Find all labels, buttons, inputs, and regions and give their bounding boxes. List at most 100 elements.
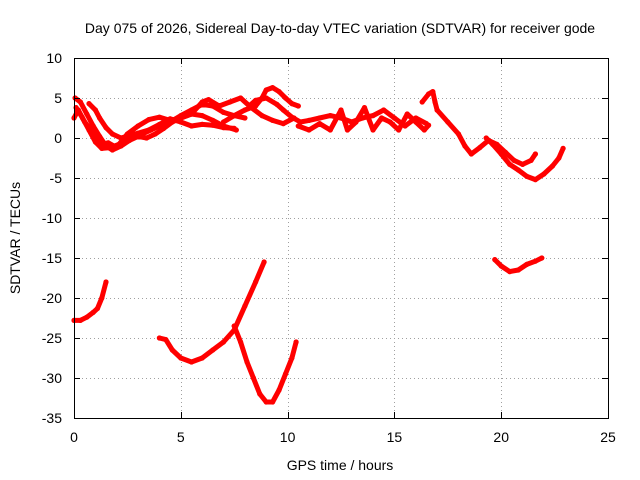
- data-point: [146, 117, 152, 123]
- data-point: [361, 105, 368, 111]
- data-point: [178, 119, 184, 125]
- data-point: [231, 323, 237, 329]
- data-point: [282, 371, 289, 377]
- x-tick-label: 25: [600, 429, 616, 445]
- data-point: [259, 113, 265, 119]
- series-track-d: [86, 101, 237, 141]
- data-point: [94, 305, 101, 311]
- data-point: [539, 255, 545, 261]
- data-point: [306, 127, 312, 133]
- data-point: [381, 107, 387, 113]
- y-tick-label: -20: [42, 290, 62, 306]
- data-point: [455, 131, 462, 137]
- data-point: [483, 135, 489, 141]
- data-point: [370, 127, 376, 133]
- data-point: [242, 303, 248, 309]
- y-tick-label: -35: [42, 410, 62, 426]
- data-point: [220, 109, 227, 115]
- plot-frame: [74, 58, 609, 419]
- data-point: [92, 107, 98, 113]
- series-track-n: [492, 255, 545, 275]
- data-point: [97, 133, 103, 139]
- data-point: [220, 119, 227, 125]
- data-point: [116, 141, 122, 147]
- data-point: [152, 131, 158, 137]
- data-point: [270, 399, 276, 405]
- data-point: [188, 111, 195, 117]
- data-point: [86, 101, 92, 107]
- data-point: [419, 99, 425, 105]
- data-point: [413, 119, 419, 125]
- data-point: [274, 101, 280, 107]
- data-point: [210, 117, 216, 123]
- data-point: [126, 133, 133, 139]
- data-point: [178, 355, 184, 361]
- x-tick-label: 20: [493, 429, 509, 445]
- data-point: [280, 121, 286, 127]
- data-point: [541, 171, 547, 177]
- data-point: [502, 149, 509, 155]
- y-tick-label: 5: [54, 90, 62, 106]
- data-point: [338, 107, 344, 113]
- data-point: [90, 309, 96, 315]
- series-track-e: [220, 85, 301, 125]
- series-line: [156, 259, 267, 365]
- data-point: [524, 173, 530, 179]
- data-point: [280, 107, 286, 113]
- series-track-m: [231, 323, 299, 405]
- data-point: [156, 114, 162, 120]
- data-point: [242, 115, 248, 121]
- data-point: [103, 125, 109, 131]
- data-point: [126, 137, 133, 143]
- data-point: [507, 269, 513, 275]
- data-point: [231, 125, 237, 131]
- data-point: [109, 131, 115, 137]
- data-point: [396, 127, 402, 133]
- data-point: [387, 119, 393, 125]
- y-axis-label: SDTVAR / TECUs: [7, 182, 23, 294]
- data-point: [289, 355, 295, 361]
- data-point: [86, 127, 92, 133]
- data-point: [560, 145, 566, 151]
- data-point: [216, 103, 222, 109]
- data-point: [188, 359, 195, 365]
- data-point: [293, 339, 299, 345]
- data-point: [188, 123, 195, 129]
- data-point: [257, 391, 263, 397]
- chart-title: Day 075 of 2026, Sidereal Day-to-day VTE…: [85, 20, 595, 36]
- data-point: [238, 339, 244, 345]
- data-point: [263, 87, 269, 93]
- data-point: [77, 99, 83, 105]
- data-point: [445, 119, 451, 125]
- data-point: [107, 145, 113, 151]
- y-tick-label: -15: [42, 250, 62, 266]
- data-point: [515, 267, 521, 273]
- y-tick-label: 10: [46, 50, 62, 66]
- data-point: [295, 103, 301, 109]
- data-point: [556, 155, 562, 161]
- data-point: [520, 161, 526, 167]
- data-point: [210, 122, 216, 128]
- data-point: [492, 257, 498, 263]
- data-point: [199, 121, 205, 127]
- series-track-k: [71, 279, 109, 323]
- data-point: [199, 355, 205, 361]
- data-point: [167, 116, 173, 122]
- data-point: [242, 107, 248, 113]
- data-point: [244, 359, 250, 365]
- data-point: [261, 259, 267, 265]
- y-tick-label: -5: [50, 170, 63, 186]
- series-line: [295, 105, 432, 133]
- data-point: [263, 399, 269, 405]
- data-point: [532, 258, 539, 264]
- data-point: [199, 113, 205, 119]
- data-point: [90, 123, 96, 129]
- data-point: [404, 111, 410, 117]
- data-point: [238, 95, 244, 101]
- data-point: [220, 339, 227, 345]
- data-point: [549, 163, 556, 169]
- data-point: [327, 113, 333, 119]
- data-point: [344, 127, 350, 133]
- data-point: [144, 135, 150, 141]
